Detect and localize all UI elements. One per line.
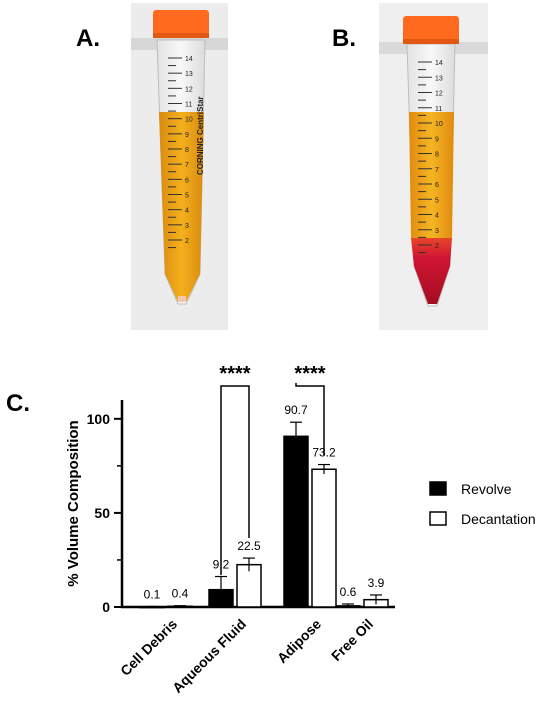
tube-scale-label: 9 bbox=[185, 132, 189, 139]
data-label: 0.4 bbox=[172, 587, 189, 601]
bar-decantation-aqueous-fluid bbox=[236, 563, 262, 608]
significance-label: **** bbox=[219, 363, 250, 385]
tube-scale-label: 6 bbox=[435, 182, 439, 189]
tube-a-fluid bbox=[159, 112, 204, 302]
tube-a-brand: CORNING CentriStar bbox=[196, 96, 205, 175]
legend-label: Revolve bbox=[461, 481, 512, 497]
x-tick-label: Aqueous Fluid bbox=[169, 616, 249, 696]
tube-scale-label: 14 bbox=[435, 60, 443, 67]
tube-scale-label: 9 bbox=[435, 136, 439, 143]
tube-a-scale: 14 13 12 11 10 9 8 7 6 5 4 3 2 bbox=[168, 56, 193, 249]
data-label: 0.6 bbox=[340, 585, 357, 599]
tube-photo-a: 14 13 12 11 10 9 8 7 6 5 4 3 2 CORNING CentriStar 14… bbox=[131, 3, 488, 330]
tube-scale-label: 12 bbox=[435, 91, 443, 98]
tube-scale-label: 7 bbox=[435, 167, 439, 174]
tube-scale-label: 13 bbox=[435, 75, 443, 82]
legend-swatch bbox=[429, 511, 447, 526]
tube-scale-label: 10 bbox=[435, 121, 443, 128]
panel-label-c: C. bbox=[6, 390, 30, 417]
y-tick-label: 0 bbox=[102, 599, 110, 615]
tube-scale-label: 6 bbox=[185, 177, 189, 184]
tube-scale-label: 11 bbox=[185, 102, 192, 109]
y-axis-label: % Volume Composition bbox=[65, 420, 82, 586]
bar-decantation-adipose bbox=[311, 468, 337, 608]
tube-scale-label: 3 bbox=[185, 223, 189, 230]
tube-scale-label: 5 bbox=[435, 197, 439, 204]
y-tick-label: 100 bbox=[87, 411, 111, 427]
tube-scale-label: 4 bbox=[185, 208, 189, 215]
tube-scale-label: 2 bbox=[185, 238, 189, 245]
tube-b-scale: 14 13 12 11 10 9 8 7 6 5 4 3 2 bbox=[418, 60, 443, 254]
data-label: 90.7 bbox=[284, 403, 308, 417]
tube-scale-label: 3 bbox=[435, 228, 439, 235]
tube-scale-label: 2 bbox=[435, 243, 439, 250]
legend-swatch bbox=[429, 481, 447, 496]
x-tick-label: Cell Debris bbox=[117, 616, 180, 679]
tube-scale-label: 8 bbox=[435, 152, 439, 159]
x-tick-label: Adipose bbox=[274, 616, 325, 667]
significance-bracket bbox=[295, 383, 325, 455]
significance-bracket bbox=[220, 385, 250, 575]
data-label: 3.9 bbox=[368, 576, 385, 590]
tube-scale-label: 10 bbox=[185, 117, 193, 124]
bar-revolve-adipose bbox=[283, 435, 309, 608]
x-tick-label: Free Oil bbox=[328, 616, 376, 664]
tube-scale-label: 14 bbox=[185, 56, 193, 63]
tube-scale-label: 13 bbox=[185, 71, 193, 78]
tube-scale-label: 11 bbox=[435, 106, 442, 113]
legend-label: Decantation bbox=[461, 511, 536, 527]
tube-scale-label: 4 bbox=[435, 213, 439, 220]
panel-label-b: B. bbox=[332, 25, 356, 52]
tube-b-cap bbox=[403, 16, 459, 44]
tube-scale-label: 7 bbox=[185, 162, 189, 169]
tube-b-red-layer bbox=[411, 238, 452, 304]
tube-scale-label: 5 bbox=[185, 193, 189, 200]
data-label: 0.1 bbox=[144, 587, 161, 601]
panel-label-a: A. bbox=[76, 25, 100, 52]
tube-a-cap bbox=[153, 10, 209, 38]
tube-scale-label: 12 bbox=[185, 86, 193, 93]
data-label: 22.5 bbox=[237, 539, 261, 553]
tube-scale-label: 8 bbox=[185, 147, 189, 154]
significance-label: **** bbox=[294, 363, 325, 385]
y-tick-label: 50 bbox=[94, 505, 110, 521]
